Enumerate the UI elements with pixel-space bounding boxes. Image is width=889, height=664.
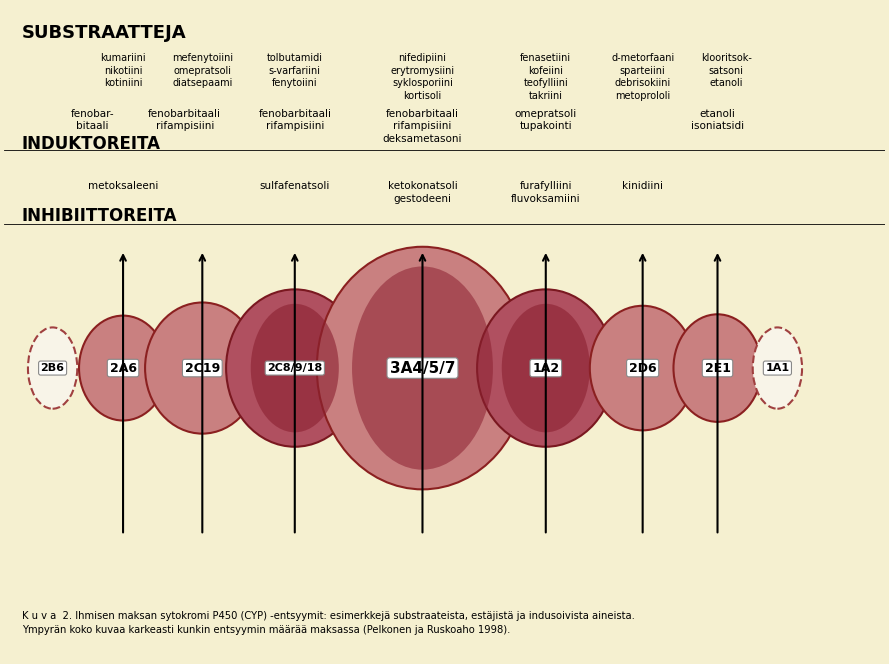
Ellipse shape — [477, 290, 614, 447]
Text: metoksaleeni: metoksaleeni — [88, 181, 158, 191]
Text: kinidiini: kinidiini — [622, 181, 663, 191]
Text: fenobarbitaali
rifampisiini: fenobarbitaali rifampisiini — [148, 109, 221, 131]
Text: 2B6: 2B6 — [41, 363, 65, 373]
Ellipse shape — [501, 304, 589, 432]
Ellipse shape — [251, 304, 339, 432]
Ellipse shape — [226, 290, 364, 447]
Text: klooritsok-
satsoni
etanoli: klooritsok- satsoni etanoli — [701, 53, 752, 88]
Ellipse shape — [352, 266, 493, 469]
Text: etanoli
isoniatsidi: etanoli isoniatsidi — [691, 109, 744, 131]
Ellipse shape — [28, 327, 77, 409]
Text: 3A4/5/7: 3A4/5/7 — [389, 361, 455, 376]
Text: 2E1: 2E1 — [704, 362, 731, 374]
Text: tolbutamidi
s-varfariini
fenytoiini: tolbutamidi s-varfariini fenytoiini — [267, 53, 323, 88]
Ellipse shape — [753, 327, 802, 409]
Text: fenobarbitaali
rifampisiini: fenobarbitaali rifampisiini — [259, 109, 332, 131]
Text: 2C19: 2C19 — [185, 362, 220, 374]
Text: 2D6: 2D6 — [629, 362, 656, 374]
Ellipse shape — [145, 303, 260, 434]
Text: fenasetiini
kofeiini
teofylliini
takriini: fenasetiini kofeiini teofylliini takriin… — [520, 53, 572, 100]
Text: 1A1: 1A1 — [765, 363, 789, 373]
Text: d-metorfaani
sparteiini
debrisokiini
metoprololi: d-metorfaani sparteiini debrisokiini met… — [611, 53, 674, 100]
Ellipse shape — [79, 315, 167, 420]
Text: fenobarbitaali
rifampisiini
deksametasoni: fenobarbitaali rifampisiini deksametason… — [383, 109, 462, 144]
Ellipse shape — [316, 247, 528, 489]
Text: 1A2: 1A2 — [533, 362, 559, 374]
Text: omepratsoli
tupakointi: omepratsoli tupakointi — [515, 109, 577, 131]
Text: mefenytoiini
omepratsoli
diatsepaami: mefenytoiini omepratsoli diatsepaami — [172, 53, 233, 88]
Text: K u v a  2. Ihmisen maksan sytokromi P450 (CYP) -entsyymit: esimerkkejä substraa: K u v a 2. Ihmisen maksan sytokromi P450… — [21, 611, 635, 635]
Text: nifedipiini
erytromysiini
syklosporiini
kortisoli: nifedipiini erytromysiini syklosporiini … — [390, 53, 454, 100]
Text: ketokonatsoli
gestodeeni: ketokonatsoli gestodeeni — [388, 181, 457, 204]
Text: fenobar-
bitaali: fenobar- bitaali — [70, 109, 114, 131]
Text: INDUKTOREITA: INDUKTOREITA — [21, 135, 161, 153]
Ellipse shape — [674, 314, 762, 422]
Text: sulfafenatsoli: sulfafenatsoli — [260, 181, 330, 191]
Text: kumariini
nikotiini
kotiniini: kumariini nikotiini kotiniini — [100, 53, 146, 88]
Text: furafylliini
fluvoksamiini: furafylliini fluvoksamiini — [511, 181, 581, 204]
Text: 2A6: 2A6 — [109, 362, 137, 374]
Ellipse shape — [589, 306, 695, 430]
Text: 2C8/9/18: 2C8/9/18 — [268, 363, 323, 373]
Text: SUBSTRAATTEJA: SUBSTRAATTEJA — [21, 24, 187, 42]
Text: INHIBIITTOREITA: INHIBIITTOREITA — [21, 207, 177, 225]
